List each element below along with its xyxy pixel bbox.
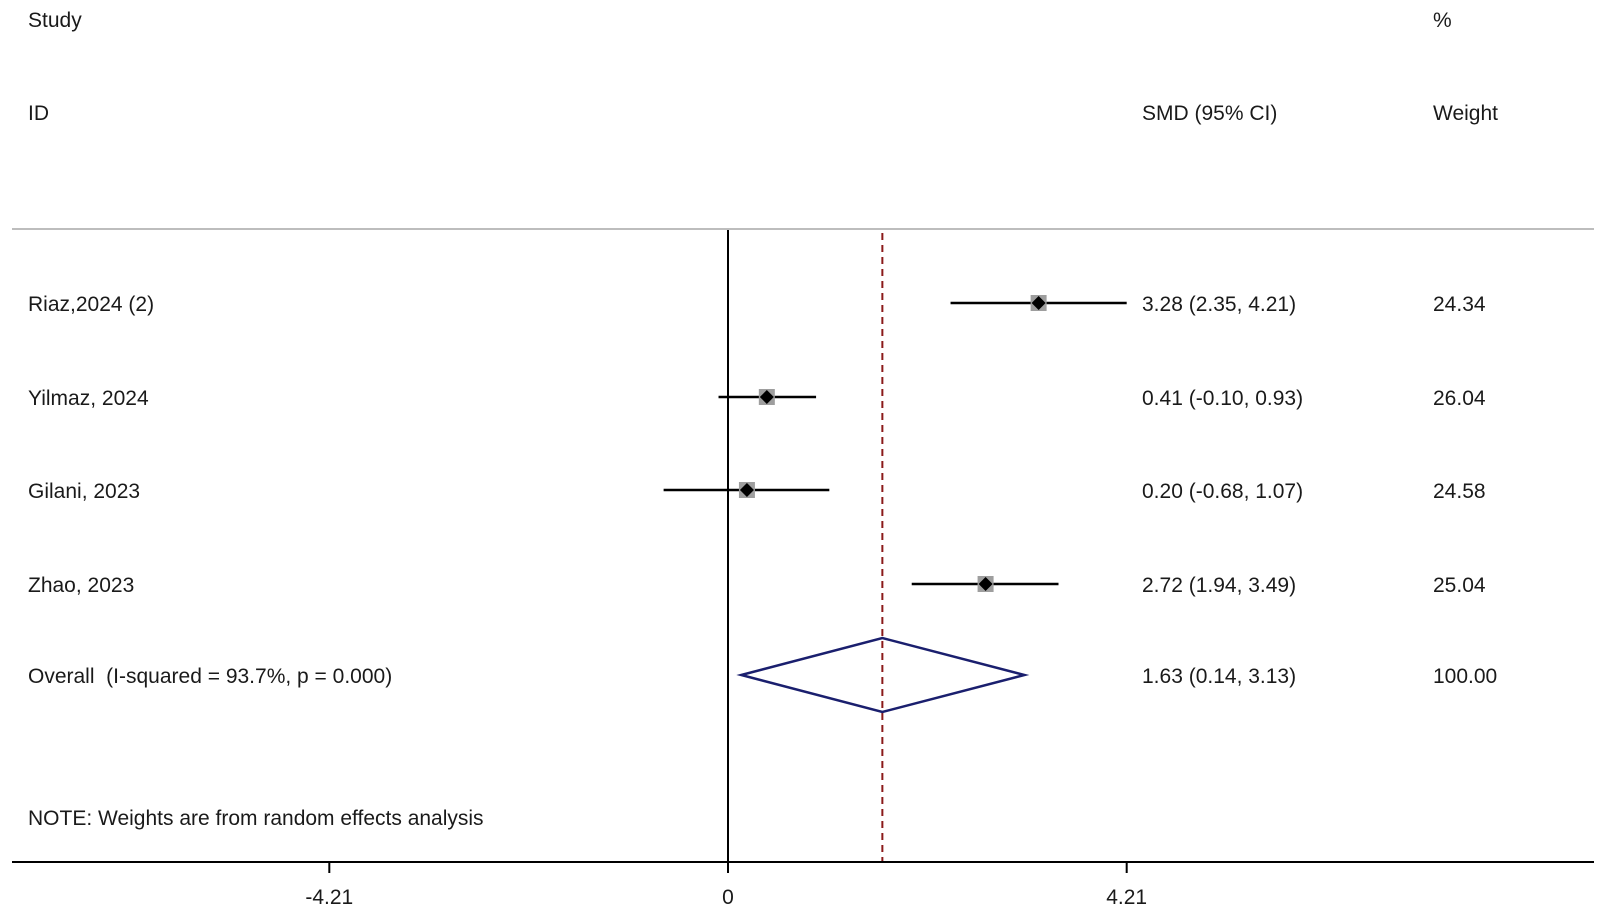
study-row: Riaz,2024 (2) 3.28 (2.35, 4.21) 24.34: [28, 293, 1486, 316]
effect-text: 3.28 (2.35, 4.21): [1142, 293, 1296, 316]
study-label: Yilmaz, 2024: [28, 387, 149, 410]
pct-header: %: [1433, 9, 1452, 32]
point-estimate-marker: [739, 483, 754, 497]
study-header: Study: [28, 9, 82, 32]
x-tick-label: -4.21: [305, 886, 353, 909]
point-estimate-marker: [759, 390, 774, 404]
weight-text: 26.04: [1433, 387, 1486, 410]
overall-label: Overall (I-squared = 93.7%, p = 0.000): [28, 665, 392, 688]
id-header: ID: [28, 102, 49, 125]
effect-header: SMD (95% CI): [1142, 102, 1277, 125]
x-tick-label: 4.21: [1106, 886, 1147, 909]
weight-text: 24.34: [1433, 293, 1486, 316]
overall-diamond: [736, 636, 1030, 714]
effect-text: 2.72 (1.94, 3.49): [1142, 574, 1296, 597]
point-estimate-marker: [1031, 296, 1046, 310]
study-label: Riaz,2024 (2): [28, 293, 154, 316]
overall-effect-text: 1.63 (0.14, 3.13): [1142, 665, 1296, 688]
weight-text: 24.58: [1433, 480, 1486, 503]
weight-text: 25.04: [1433, 574, 1486, 597]
x-tick-label: 0: [722, 886, 734, 909]
point-estimate-marker: [978, 577, 993, 591]
effect-text: 0.41 (-0.10, 0.93): [1142, 387, 1303, 410]
study-label: Zhao, 2023: [28, 574, 134, 597]
study-rows: Riaz,2024 (2) 3.28 (2.35, 4.21) 24.34 Yilma…: [28, 293, 1486, 597]
study-row: Yilmaz, 2024 0.41 (-0.10, 0.93) 26.04: [28, 387, 1486, 410]
study-label: Gilani, 2023: [28, 480, 140, 503]
overall-weight-text: 100.00: [1433, 665, 1497, 688]
note-text: NOTE: Weights are from random effects an…: [28, 807, 484, 830]
effect-text: 0.20 (-0.68, 1.07): [1142, 480, 1303, 503]
study-row: Gilani, 2023 0.20 (-0.68, 1.07) 24.58: [28, 480, 1486, 503]
weight-header: Weight: [1433, 102, 1498, 125]
study-row: Zhao, 2023 2.72 (1.94, 3.49) 25.04: [28, 574, 1486, 597]
x-axis-ticks: -4.21 0 4.21: [305, 862, 1147, 909]
